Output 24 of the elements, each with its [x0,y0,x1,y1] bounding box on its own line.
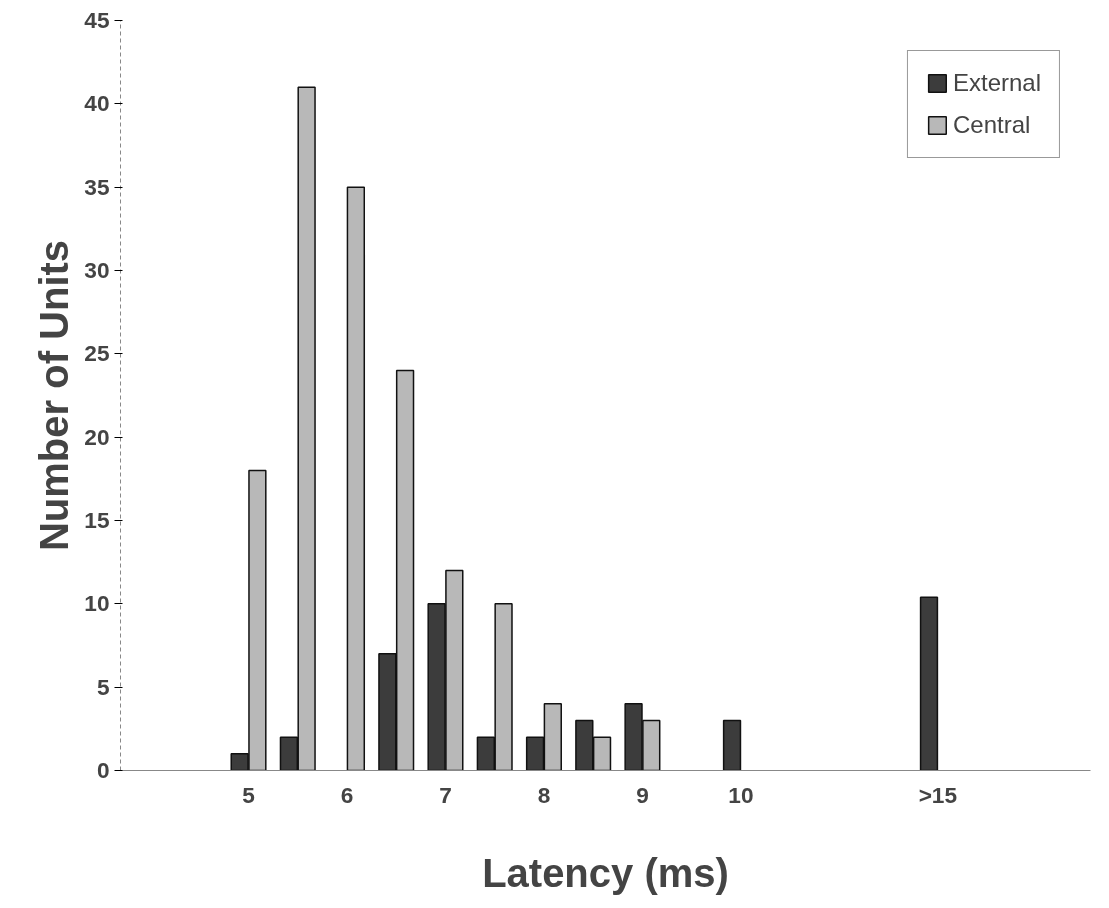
x-tick-label: 10 [728,781,754,808]
x-axis-title: Latency (ms) [482,850,729,895]
y-tick-label: 5 [96,673,110,700]
x-tick-label: 8 [537,781,551,808]
y-tick-label: 45 [84,7,110,33]
y-tick-label: 30 [84,257,110,283]
x-tick-label: 5 [242,781,255,808]
y-tick-label: 40 [84,90,110,117]
y-tick-label: 20 [84,423,110,450]
bar [722,719,742,771]
y-axis-title: Number of Units [32,239,77,552]
y-tick-label: 15 [84,507,110,533]
x-tick-label: 6 [340,781,354,808]
y-tick-label: 10 [84,590,110,617]
y-tick-label: 25 [84,340,110,367]
bar [919,596,939,771]
x-tick-label: 9 [636,781,649,808]
x-tick-label: >15 [918,781,958,808]
y-tick-label: 0 [96,757,110,783]
legend-label: External [952,69,1041,97]
x-tick-label: 7 [439,781,452,808]
bar [346,186,366,771]
y-tick-label: 35 [84,173,110,200]
legend-label: Central [952,111,1031,139]
